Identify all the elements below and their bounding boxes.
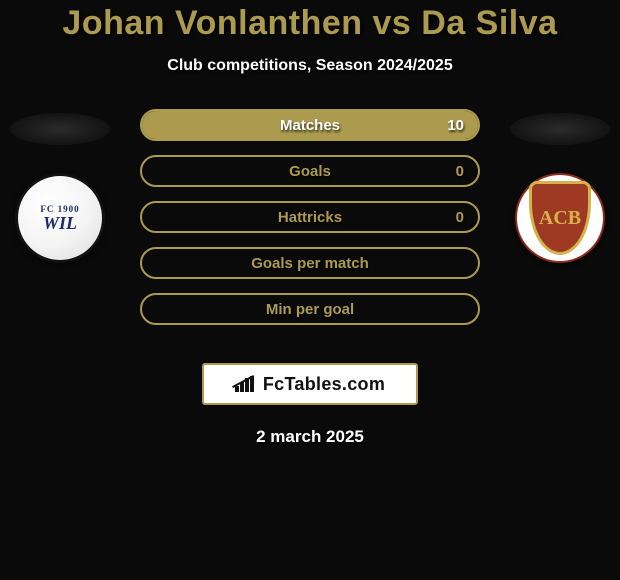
stat-right-value: 10 (447, 117, 464, 134)
stat-rows: Matches 10 Goals 0 Hattricks 0 Goals per match… (140, 109, 480, 325)
comparison-card: Johan Vonlanthen vs Da Silva Club compet… (0, 0, 620, 447)
stat-row: Matches 10 (140, 109, 480, 141)
left-club-small: FC 1900 (40, 205, 79, 213)
stat-right-value: 0 (456, 163, 464, 180)
stat-row: Goals 0 (140, 155, 480, 187)
stats-area: FC 1900 WIL ACB Matches10Goals0Hattricks… (0, 109, 620, 339)
stat-label: Goals per match (251, 255, 369, 272)
chart-icon (235, 376, 255, 392)
left-player-silhouette (10, 113, 110, 145)
right-player-column: ACB (500, 109, 620, 263)
left-player-column: FC 1900 WIL (0, 109, 120, 263)
stat-label: Hattricks (278, 209, 342, 226)
stat-label: Goals (289, 163, 331, 180)
right-club-shield: ACB (529, 181, 591, 255)
right-club-badge: ACB (515, 173, 605, 263)
snapshot-date: 2 march 2025 (0, 427, 620, 447)
right-club-label: ACB (539, 207, 581, 230)
stat-row: Goals per match (140, 247, 480, 279)
stat-label: Min per goal (266, 301, 354, 318)
page-title: Johan Vonlanthen vs Da Silva (0, 4, 620, 43)
stat-row: Hattricks 0 (140, 201, 480, 233)
site-attribution[interactable]: FcTables.com (202, 363, 418, 405)
season-subtitle: Club competitions, Season 2024/2025 (0, 57, 620, 75)
stat-row: Min per goal (140, 293, 480, 325)
left-club-badge: FC 1900 WIL (15, 173, 105, 263)
stat-right-value: 0 (456, 209, 464, 226)
right-player-silhouette (510, 113, 610, 145)
stat-label: Matches (280, 117, 340, 134)
left-club-label: FC 1900 WIL (40, 205, 79, 231)
site-name: FcTables.com (263, 374, 385, 395)
